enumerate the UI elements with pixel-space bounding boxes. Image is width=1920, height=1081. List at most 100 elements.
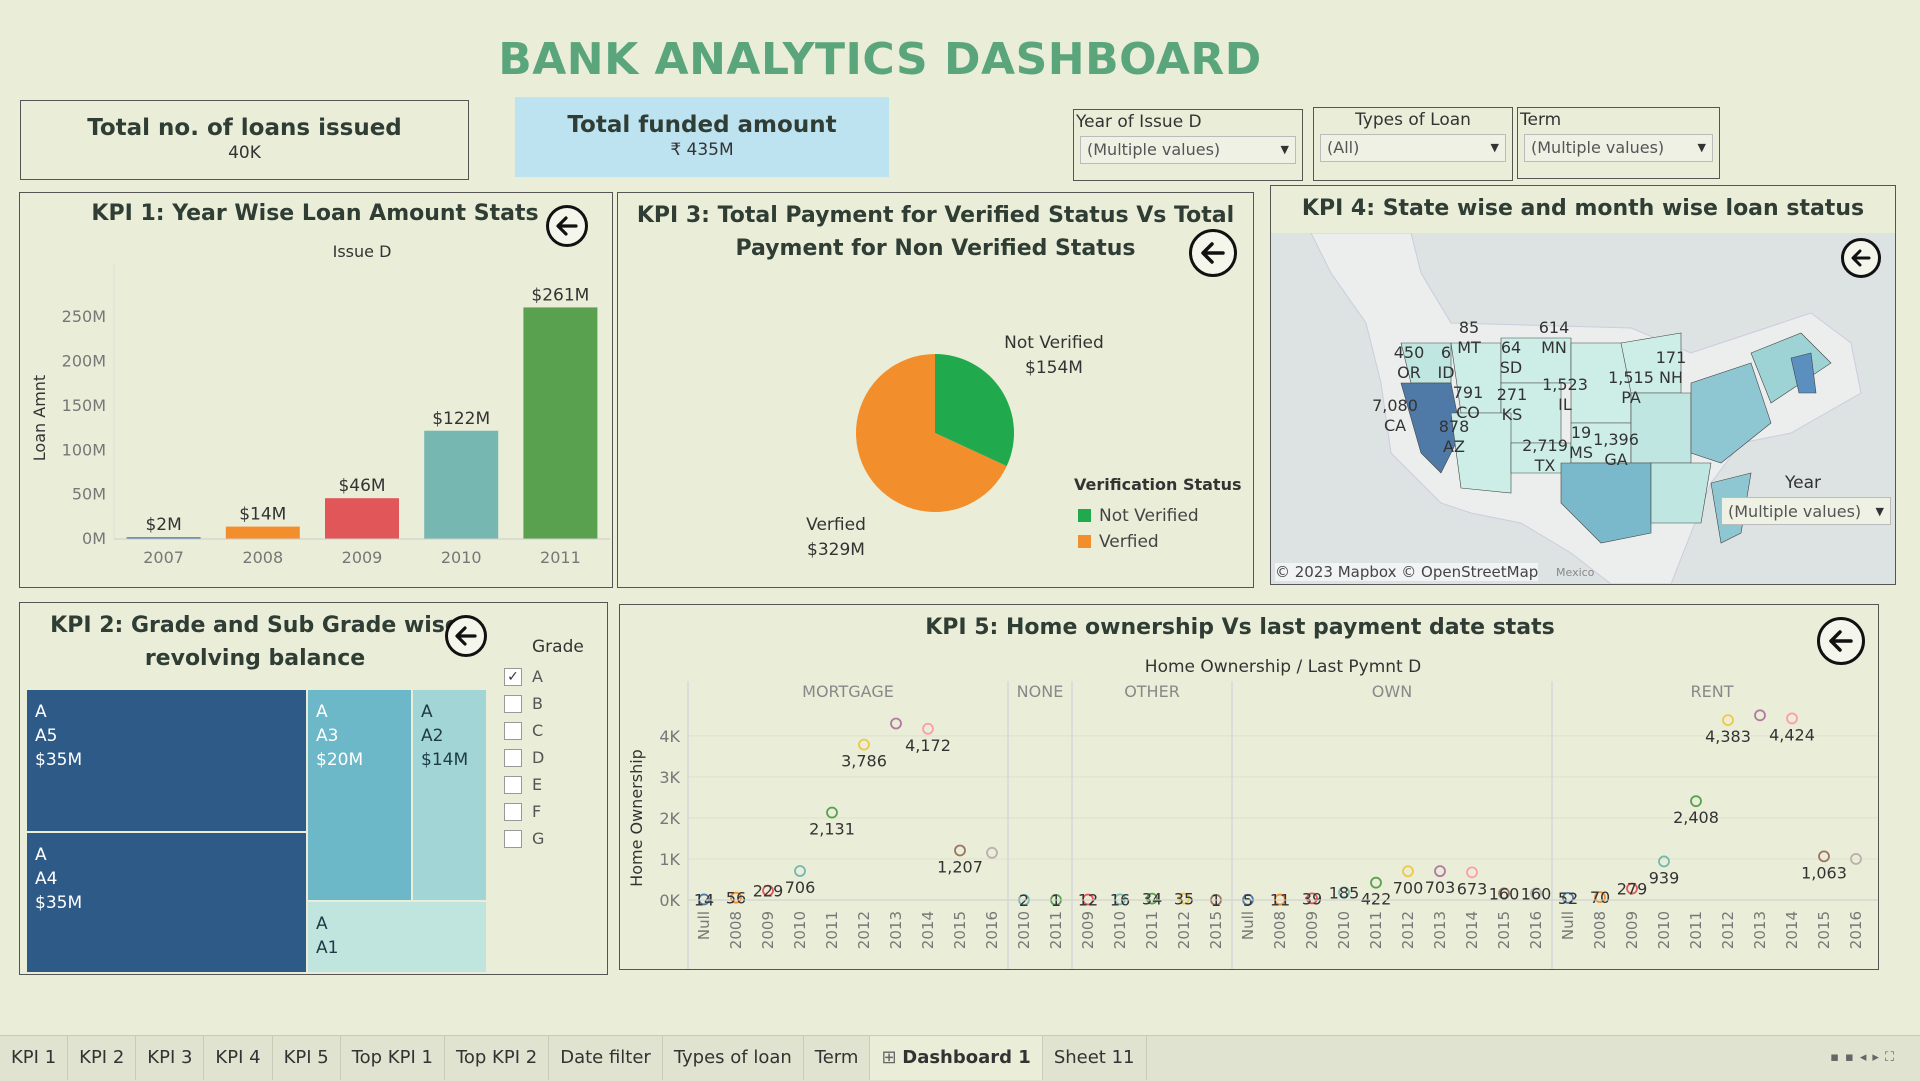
checkbox-checked-icon[interactable]: ✓ <box>504 667 522 686</box>
sheet-tab-date-filter[interactable]: Date filter <box>549 1036 663 1080</box>
kpi5-point[interactable] <box>1690 795 1702 808</box>
kpi5-point[interactable] <box>1754 709 1766 722</box>
state-shape[interactable] <box>1650 462 1712 524</box>
grade-option-a[interactable]: ✓ A <box>504 663 604 690</box>
state-label-id: 6 ID <box>1437 343 1454 382</box>
sheet-tab-dashboard-1[interactable]: ⊞ Dashboard 1 <box>870 1036 1043 1080</box>
loan-type-dropdown[interactable]: (All) ▼ <box>1320 134 1506 162</box>
kpi4-back-button[interactable] <box>1841 238 1881 278</box>
kpi5-point[interactable] <box>1818 850 1830 863</box>
kpi5-point[interactable] <box>1434 865 1446 878</box>
treemap-tile-a2[interactable]: A A2 $14M <box>412 689 487 901</box>
checkbox-icon[interactable] <box>504 775 522 794</box>
state-label-tx: 2,719 TX <box>1522 436 1568 475</box>
kpi5-point[interactable] <box>1562 891 1574 904</box>
map-year-dropdown[interactable]: (Multiple values) ▼ <box>1721 497 1891 525</box>
treemap-tile-a3[interactable]: A A3 $20M <box>307 689 412 901</box>
kpi1-bar-2009[interactable] <box>325 498 399 539</box>
state-shape[interactable] <box>1750 332 1832 404</box>
sheet-tab-top-kpi-2[interactable]: Top KPI 2 <box>445 1036 550 1080</box>
kpi1-bar-2007[interactable] <box>126 537 201 540</box>
kpi5-point[interactable] <box>826 806 838 819</box>
checkbox-icon[interactable] <box>504 748 522 767</box>
kpi5-point[interactable] <box>1402 865 1414 878</box>
sheet-tab-term[interactable]: Term <box>804 1036 871 1080</box>
kpi5-point[interactable] <box>1530 887 1542 900</box>
kpi5-point[interactable] <box>1114 893 1126 906</box>
term-filter: Term (Multiple values) ▼ <box>1517 107 1720 179</box>
pie-slice-verfied[interactable] <box>856 354 1007 512</box>
sheet-tab-kpi-4[interactable]: KPI 4 <box>204 1036 273 1080</box>
kpi5-back-button[interactable] <box>1817 617 1865 665</box>
kpi5-point[interactable] <box>890 717 902 730</box>
navigation-controls-icon[interactable]: ▪▪◂▸⛶ <box>1830 1050 1900 1065</box>
kpi2-back-button[interactable] <box>445 615 487 657</box>
kpi5-point[interactable] <box>1178 892 1190 905</box>
grade-option-b[interactable]: B <box>504 690 604 717</box>
kpi5-data-label: 39 <box>1302 889 1322 908</box>
pie-legend-label[interactable]: Verfied <box>1099 532 1159 552</box>
kpi1-chart-title: Issue D <box>333 242 392 261</box>
state-map[interactable]: 450 OR 6 ID 85 MT 64 SD 614 MN 171 NH 7,080 CA 791 CO 27… <box>1271 233 1895 584</box>
sheet-tab-kpi-5[interactable]: KPI 5 <box>273 1036 341 1080</box>
state-shape[interactable] <box>1790 352 1817 394</box>
kpi5-point[interactable] <box>954 844 966 857</box>
kpi5-point[interactable] <box>762 884 774 897</box>
checkbox-icon[interactable] <box>504 721 522 740</box>
sheet-tabs: KPI 1 KPI 2 KPI 3 KPI 4 KPI 5 Top KPI 1 Top KP… <box>0 1036 1920 1080</box>
sheet-tab-top-kpi-1[interactable]: Top KPI 1 <box>341 1036 445 1080</box>
kpi5-point[interactable] <box>858 738 870 751</box>
year-issue-dropdown[interactable]: (Multiple values) ▼ <box>1080 136 1296 164</box>
kpi5-point[interactable] <box>1498 887 1510 900</box>
kpi5-point[interactable] <box>1722 714 1734 727</box>
grade-option-e[interactable]: E <box>504 771 604 798</box>
sheet-tab-sheet-11[interactable]: Sheet 11 <box>1043 1036 1147 1080</box>
sheet-tab-types-of-loan[interactable]: Types of loan <box>663 1036 804 1080</box>
sheet-tab-kpi-1[interactable]: KPI 1 <box>0 1036 69 1080</box>
state-shape[interactable] <box>1690 362 1772 464</box>
kpi5-point[interactable] <box>730 891 742 904</box>
year-issue-filter-label: Year of Issue D <box>1076 112 1202 132</box>
grade-option-g[interactable]: G <box>504 825 604 852</box>
state-shape[interactable] <box>1450 412 1512 494</box>
sheet-tab-kpi-3[interactable]: KPI 3 <box>136 1036 205 1080</box>
kpi5-x-tick: 2011 <box>1367 911 1385 949</box>
kpi5-point[interactable] <box>1370 876 1382 889</box>
kpi5-point[interactable] <box>698 893 710 906</box>
grade-option-c[interactable]: C <box>504 717 604 744</box>
checkbox-icon[interactable] <box>504 829 522 848</box>
ocean-shape <box>1271 413 1431 584</box>
kpi1-back-button[interactable] <box>546 205 588 247</box>
grade-option-f[interactable]: F <box>504 798 604 825</box>
kpi5-point[interactable] <box>1146 892 1158 905</box>
kpi5-point[interactable] <box>1850 853 1862 865</box>
kpi5-point[interactable] <box>1626 882 1638 895</box>
kpi5-point[interactable] <box>794 865 806 877</box>
kpi5-point[interactable] <box>1658 855 1670 868</box>
state-shape[interactable] <box>1560 462 1652 544</box>
kpi5-point[interactable] <box>1338 886 1350 899</box>
term-dropdown[interactable]: (Multiple values) ▼ <box>1524 134 1713 162</box>
kpi1-bar-2010[interactable] <box>424 430 499 539</box>
pie-slice-not-verified[interactable] <box>935 354 1014 467</box>
kpi1-bar-2008[interactable] <box>225 526 300 539</box>
kpi5-point[interactable] <box>1306 892 1318 905</box>
kpi5-point[interactable] <box>986 846 998 859</box>
pie-legend-label[interactable]: Not Verified <box>1099 506 1199 526</box>
checkbox-icon[interactable] <box>504 802 522 821</box>
state-shape[interactable] <box>1400 382 1462 474</box>
kpi1-bar-2011[interactable] <box>523 307 598 539</box>
kpi5-point[interactable] <box>1466 866 1478 879</box>
treemap-tile-a1[interactable]: A A1 <box>307 901 487 973</box>
checkbox-icon[interactable] <box>504 694 522 713</box>
treemap-tile-a4[interactable]: A A4 $35M <box>26 832 307 973</box>
kpi5-point[interactable] <box>922 722 934 735</box>
treemap-tile-a5[interactable]: A A5 $35M <box>26 689 307 832</box>
kpi5-point[interactable] <box>1786 712 1798 725</box>
sheet-tab-kpi-2[interactable]: KPI 2 <box>68 1036 137 1080</box>
kpi1-bar-chart: Issue D Loan Amnt 0M 50M 100M 150M 200M 250M $2M… <box>30 242 610 567</box>
kpi5-x-tick: 2010 <box>1655 911 1673 949</box>
kpi5-point[interactable] <box>1594 891 1606 904</box>
grade-option-d[interactable]: D <box>504 744 604 771</box>
kpi3-back-button[interactable] <box>1189 229 1237 277</box>
